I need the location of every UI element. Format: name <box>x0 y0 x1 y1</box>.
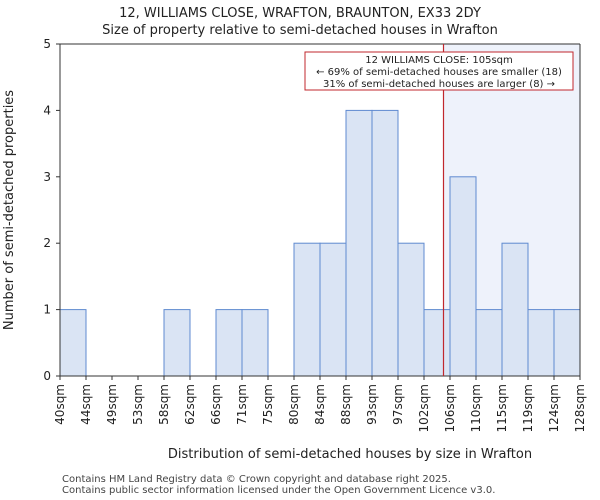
x-tick-label: 88sqm <box>339 384 353 425</box>
annotation-line1: 12 WILLIAMS CLOSE: 105sqm <box>365 55 513 66</box>
y-axis-title: Number of semi-detached properties <box>2 90 17 330</box>
histogram-bar <box>241 309 269 377</box>
y-tick-label: 2 <box>43 236 51 250</box>
histogram-bar <box>501 242 529 377</box>
x-tick-label: 58sqm <box>157 384 171 425</box>
x-tick-label: 110sqm <box>469 384 483 432</box>
footer-licence: Contains public sector information licen… <box>62 485 496 496</box>
x-tick-label: 80sqm <box>287 384 301 425</box>
x-tick-label: 124sqm <box>547 384 561 432</box>
x-tick-label: 106sqm <box>443 384 457 432</box>
histogram-bar <box>397 242 425 377</box>
x-tick-label: 128sqm <box>573 384 587 432</box>
histogram-bar <box>449 176 477 377</box>
annotation-line2: ← 69% of semi-detached houses are smalle… <box>316 67 562 78</box>
x-tick-label: 66sqm <box>209 384 223 425</box>
x-axis-title: Distribution of semi-detached houses by … <box>168 447 532 462</box>
x-tick-label: 40sqm <box>53 384 67 425</box>
histogram-bar <box>475 309 503 377</box>
histogram-bar <box>553 309 581 377</box>
annotation-box <box>304 51 574 91</box>
y-tick-label: 1 <box>43 303 51 317</box>
histogram-bar <box>527 309 555 377</box>
y-tick-label: 0 <box>43 369 51 383</box>
x-tick-label: 62sqm <box>183 384 197 425</box>
x-tick-label: 49sqm <box>105 384 119 425</box>
x-tick-label: 115sqm <box>495 384 509 432</box>
histogram-bar <box>345 109 373 377</box>
histogram-bar <box>423 309 451 377</box>
x-tick-label: 97sqm <box>391 384 405 425</box>
x-tick-label: 71sqm <box>235 384 249 425</box>
x-tick-label: 44sqm <box>79 384 93 425</box>
histogram-bar <box>319 242 347 377</box>
chart-title-line1: 12, WILLIAMS CLOSE, WRAFTON, BRAUNTON, E… <box>119 6 481 21</box>
x-tick-label: 84sqm <box>313 384 327 425</box>
y-tick-label: 4 <box>43 103 51 117</box>
y-tick-label: 5 <box>43 37 51 51</box>
x-tick-label: 93sqm <box>365 384 379 425</box>
x-tick-label: 119sqm <box>521 384 535 432</box>
annotation-line3: 31% of semi-detached houses are larger (… <box>323 79 555 90</box>
histogram-bar <box>59 309 87 377</box>
histogram-bar <box>293 242 321 377</box>
x-tick-label: 102sqm <box>417 384 431 432</box>
histogram-bar <box>215 309 243 377</box>
chart-title-line2: Size of property relative to semi-detach… <box>102 23 498 38</box>
x-tick-label: 53sqm <box>131 384 145 425</box>
y-tick-label: 3 <box>43 170 51 184</box>
histogram-bar <box>163 309 191 377</box>
x-tick-label: 75sqm <box>261 384 275 425</box>
histogram-bar <box>371 109 399 377</box>
footer-copyright: Contains HM Land Registry data © Crown c… <box>62 474 451 485</box>
